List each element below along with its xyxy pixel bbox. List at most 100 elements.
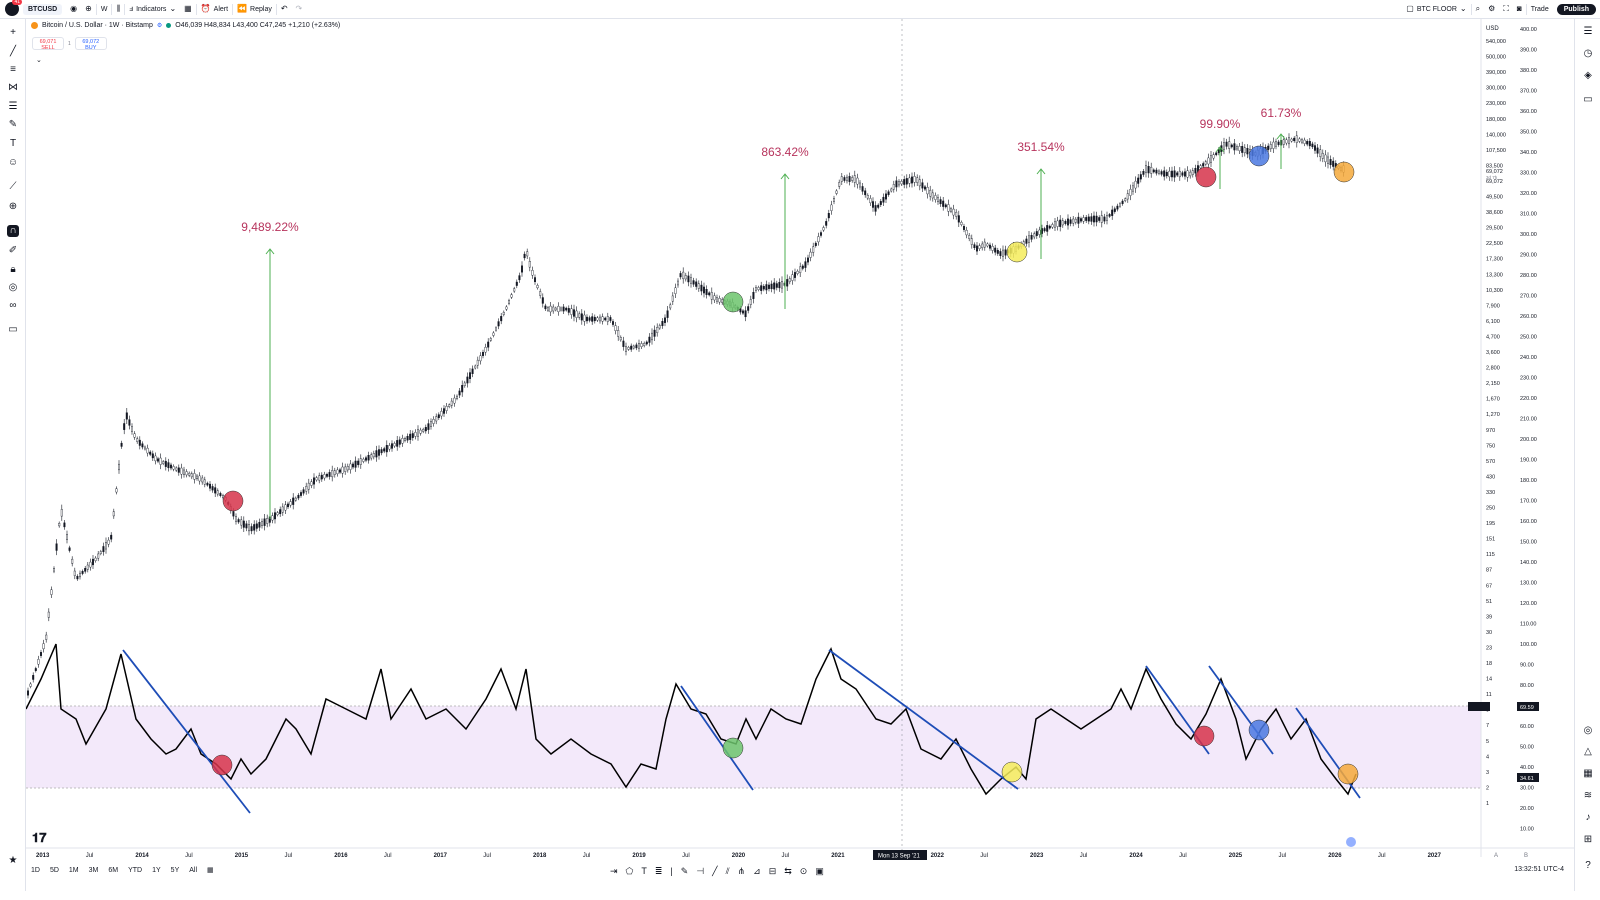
brush-tool-icon[interactable]: ✎ xyxy=(680,866,689,876)
signal-circle[interactable] xyxy=(1337,763,1359,785)
percent-labels[interactable]: 9,489.22% 863.42% 351.54% 99.90% 61.73% xyxy=(241,106,1301,234)
trendline[interactable] xyxy=(828,649,1019,790)
signal-circle[interactable] xyxy=(1248,719,1270,741)
fib-tool-icon[interactable]: ≣ xyxy=(654,866,663,876)
percent-label[interactable]: 9,489.22% xyxy=(241,220,299,234)
signal-circle[interactable] xyxy=(722,291,744,313)
shape-tool-icon[interactable]: ⬠ xyxy=(625,866,634,876)
signal-circle[interactable] xyxy=(1248,145,1270,167)
pitchfork-tool-icon[interactable]: ⋔ xyxy=(737,866,746,876)
watchlist-icon[interactable]: ☰ xyxy=(1583,26,1593,37)
settings-icon[interactable]: ⚙ xyxy=(156,22,163,29)
signal-circle[interactable] xyxy=(1193,725,1215,747)
news-flag-icon[interactable] xyxy=(1346,837,1356,847)
range-button-5y[interactable]: 5Y xyxy=(170,866,180,874)
measure-tool-icon[interactable]: ⊿ xyxy=(753,866,761,876)
brush-icon[interactable]: ✎ xyxy=(8,119,18,130)
chat-icon[interactable]: ▭ xyxy=(1583,94,1593,105)
camera-icon[interactable]: ◙ xyxy=(1516,4,1522,13)
range-button-ytd[interactable]: YTD xyxy=(128,866,143,874)
layout-button[interactable]: ▢ BTC FLOOR ⌄ xyxy=(1402,0,1470,19)
series-title[interactable]: Bitcoin / U.S. Dollar · 1W · Bitstamp xyxy=(42,22,153,29)
arrow-tool-icon[interactable]: ⇥ xyxy=(610,866,618,876)
channel-tool-icon[interactable]: ⫽ xyxy=(725,866,730,876)
user-avatar[interactable]: 41 xyxy=(5,0,22,16)
notifications-icon[interactable]: ♪ xyxy=(1585,812,1591,823)
line-tool-icon[interactable]: ╱ xyxy=(712,866,718,876)
utc-clock[interactable]: 13:32:51 UTC-4 xyxy=(1514,866,1564,873)
clock-icon[interactable]: ◷ xyxy=(1583,48,1593,59)
text-icon[interactable]: T xyxy=(9,138,17,149)
range-button-3m[interactable]: 3M xyxy=(88,866,99,874)
chart-canvas[interactable]: 9,489.22% 863.42% 351.54% 99.90% 61.73% USD … xyxy=(26,19,1574,864)
signal-circles[interactable] xyxy=(211,145,1359,785)
time-axis[interactable]: Mon 13 Sep '21 A B 2013 Jul 2014 Jul 2015 Jul… xyxy=(26,847,1574,860)
range-button-all[interactable]: All xyxy=(189,866,198,874)
target-icon[interactable]: ◎ xyxy=(1583,725,1593,736)
range-button-1m[interactable]: 1M xyxy=(68,866,79,874)
symbol-search[interactable]: BTCUSD xyxy=(23,3,63,15)
trendline[interactable] xyxy=(122,649,251,814)
text-tool-icon[interactable]: T xyxy=(641,866,647,876)
help-icon[interactable]: ? xyxy=(1585,860,1591,871)
templates-icon[interactable]: ▦ xyxy=(184,4,192,13)
ruler-icon[interactable]: ⟋ xyxy=(9,181,17,192)
replay-button[interactable]: ⏪ Replay xyxy=(233,0,276,19)
forecast-tool-icon[interactable]: ⇆ xyxy=(784,866,792,876)
calendar-icon[interactable]: ▦ xyxy=(1583,768,1593,779)
search-icon[interactable]: ⌕ xyxy=(1475,4,1481,13)
undo-icon[interactable]: ↶ xyxy=(280,4,288,13)
watch-icon[interactable]: ◉ xyxy=(70,4,78,13)
favorites-star-icon[interactable]: ★ xyxy=(8,855,18,866)
interval-button[interactable]: W xyxy=(97,0,112,19)
trade-button[interactable]: Trade xyxy=(1527,0,1553,19)
alert-button[interactable]: ⏰ Alert xyxy=(197,0,232,19)
signal-circle[interactable] xyxy=(1333,161,1355,183)
position-tool-icon[interactable]: ⊟ xyxy=(768,866,777,876)
percent-label[interactable]: 863.42% xyxy=(761,145,809,159)
target-tool-icon[interactable]: ⊙ xyxy=(799,866,808,876)
projection-icon[interactable]: ☰ xyxy=(8,101,18,112)
pattern-icon[interactable]: ⋈ xyxy=(8,82,18,93)
candles-icon[interactable]: ⫼ xyxy=(116,4,121,13)
signal-circle[interactable] xyxy=(211,754,233,776)
range-button-1d[interactable]: 1D xyxy=(31,866,40,874)
redo-icon[interactable]: ↷ xyxy=(295,4,303,13)
range-button-6m[interactable]: 6M xyxy=(108,866,119,874)
percent-arrows[interactable] xyxy=(265,133,1286,519)
vline-tool-icon[interactable]: | xyxy=(670,866,673,876)
signal-circle[interactable] xyxy=(222,490,244,512)
ideas-icon[interactable]: △ xyxy=(1584,746,1592,757)
fib-icon[interactable]: ≡ xyxy=(10,64,16,75)
settings-icon[interactable]: ⚙ xyxy=(1488,4,1496,13)
zoom-in-icon[interactable]: ⊕ xyxy=(8,201,18,212)
oscillator-scale[interactable]: 400.00 390.00 380.00 370.00 360.00 350.00 340.… xyxy=(1520,27,1537,833)
hline-tool-icon[interactable]: ⊣ xyxy=(696,866,705,876)
signal-circle[interactable] xyxy=(1001,761,1023,783)
indicators-button[interactable]: ⅎ Indicators ⌄ xyxy=(125,0,180,19)
range-button-1y[interactable]: 1Y xyxy=(152,866,161,874)
signal-circle[interactable] xyxy=(1006,241,1028,263)
sell-button[interactable]: 69,071 SELL xyxy=(32,37,64,51)
signal-circle[interactable] xyxy=(1195,166,1217,188)
add-symbol-icon[interactable]: ⊕ xyxy=(85,4,92,13)
signal-circle[interactable] xyxy=(722,737,744,759)
emoji-icon[interactable]: ☺ xyxy=(7,157,19,168)
magnet-icon[interactable]: ∩ xyxy=(7,225,19,237)
crosshair-icon[interactable]: + xyxy=(10,27,16,38)
frame-tool-icon[interactable]: ▣ xyxy=(815,866,824,876)
lock-drawings-icon[interactable]: ✐ xyxy=(8,245,18,256)
percent-label[interactable]: 61.73% xyxy=(1261,106,1302,120)
date-range-icon[interactable]: ▦ xyxy=(207,867,214,874)
layers-icon[interactable]: ◈ xyxy=(1584,70,1592,81)
percent-label[interactable]: 351.54% xyxy=(1017,140,1065,154)
trendline[interactable] xyxy=(680,685,754,791)
fullscreen-icon[interactable]: ⛶ xyxy=(1503,4,1509,13)
trendline-icon[interactable]: ╱ xyxy=(9,46,17,57)
link-icon[interactable]: ∞ xyxy=(9,300,17,311)
range-button-5d[interactable]: 5D xyxy=(49,866,59,874)
percent-label[interactable]: 99.90% xyxy=(1200,117,1241,131)
eye-icon[interactable]: ◎ xyxy=(8,282,18,293)
signal-icon[interactable]: ≋ xyxy=(1583,790,1593,801)
lock-icon[interactable]: 🔒︎ xyxy=(10,264,16,275)
